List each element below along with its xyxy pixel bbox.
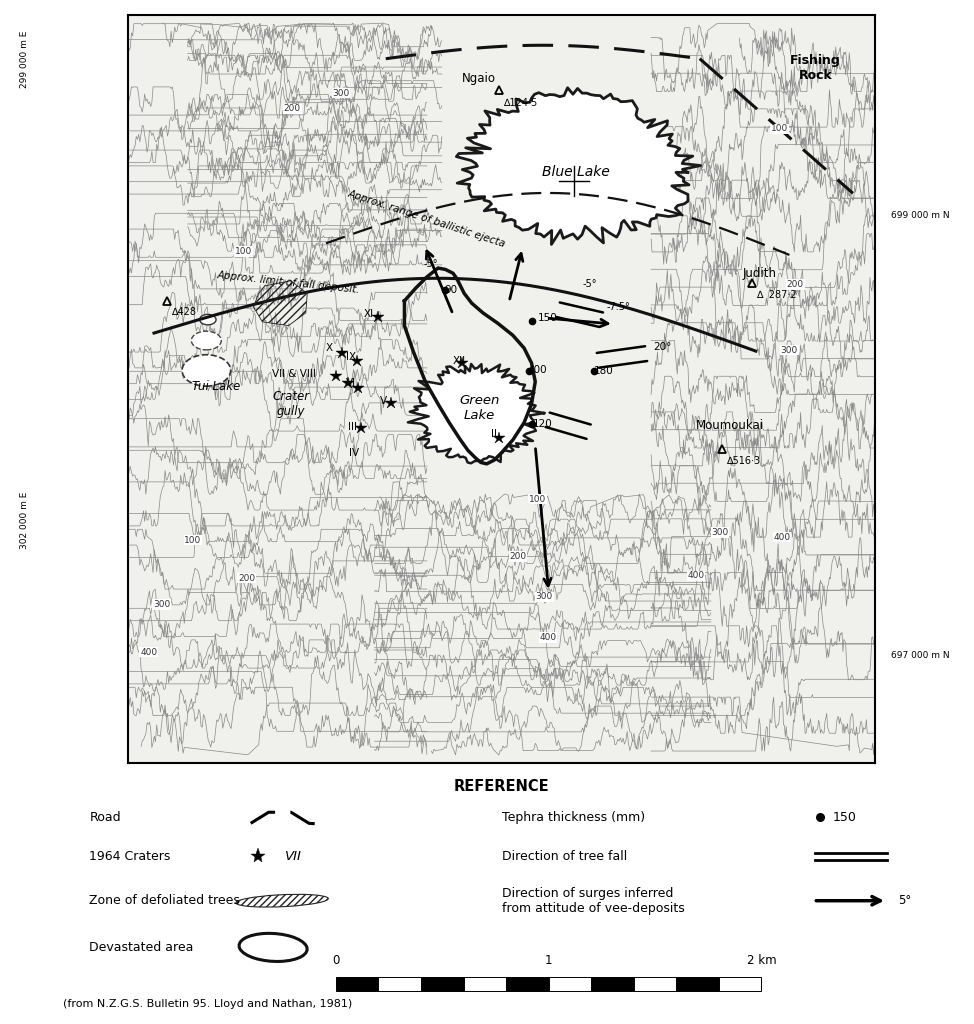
Text: 100: 100: [184, 536, 202, 545]
Text: Fishing
Rock: Fishing Rock: [790, 53, 841, 82]
Bar: [464, 977, 506, 991]
Text: II: II: [491, 429, 497, 439]
Text: 200: 200: [283, 104, 301, 114]
Text: 400: 400: [528, 366, 547, 376]
Text: X: X: [326, 343, 333, 353]
Text: 200: 200: [239, 573, 255, 583]
Text: 150: 150: [833, 811, 857, 823]
Text: Ngaio: Ngaio: [463, 73, 496, 85]
Text: ∆  287·2: ∆ 287·2: [756, 291, 797, 300]
Bar: [719, 977, 762, 991]
Bar: [591, 977, 634, 991]
Text: VI: VI: [346, 378, 356, 388]
Text: IX: IX: [346, 352, 356, 361]
Text: VII & VIII: VII & VIII: [272, 370, 316, 379]
Text: 200: 200: [787, 280, 804, 289]
Text: Crater
gully: Crater gully: [273, 390, 310, 418]
Text: 400: 400: [773, 532, 791, 542]
Text: 90: 90: [444, 286, 458, 296]
Text: Road: Road: [90, 811, 121, 823]
Bar: [676, 977, 719, 991]
Bar: [378, 977, 421, 991]
Text: IV: IV: [349, 449, 358, 459]
Text: 5°: 5°: [899, 894, 912, 907]
Text: -7.5°: -7.5°: [607, 302, 630, 312]
Text: Moumoukai: Moumoukai: [695, 419, 764, 431]
Text: Tui Lake: Tui Lake: [192, 380, 241, 393]
Text: XI: XI: [363, 309, 374, 319]
Text: (from N.Z.G.S. Bulletin 95. Lloyd and Nathan, 1981): (from N.Z.G.S. Bulletin 95. Lloyd and Na…: [62, 999, 352, 1010]
Text: Direction of surges inferred
from attitude of vee-deposits: Direction of surges inferred from attitu…: [502, 887, 685, 914]
Text: V: V: [380, 396, 387, 407]
Text: 1: 1: [544, 953, 552, 967]
Text: -5°: -5°: [582, 280, 597, 290]
Text: 400: 400: [140, 648, 158, 656]
Ellipse shape: [191, 331, 221, 350]
Text: 100: 100: [529, 495, 546, 504]
Text: 699 000 m N: 699 000 m N: [891, 211, 950, 219]
Text: 299 000 m E: 299 000 m E: [19, 31, 29, 88]
Text: 180: 180: [593, 367, 614, 376]
Text: 200: 200: [509, 552, 527, 561]
Text: REFERENCE: REFERENCE: [454, 779, 549, 794]
Text: Approx. limit of fall deposit.: Approx. limit of fall deposit.: [216, 270, 360, 296]
Text: Devastated area: Devastated area: [90, 941, 194, 954]
Text: 120: 120: [533, 419, 552, 429]
Text: 150: 150: [538, 313, 558, 324]
Text: -5°: -5°: [424, 258, 438, 268]
Text: Direction of tree fall: Direction of tree fall: [502, 850, 627, 863]
Text: 20°: 20°: [654, 342, 671, 352]
Text: 697 000 m N: 697 000 m N: [891, 651, 950, 659]
Text: Tephra thickness (mm): Tephra thickness (mm): [502, 811, 645, 823]
Text: 300: 300: [781, 346, 798, 354]
Text: ∆516·3: ∆516·3: [726, 457, 760, 466]
Text: 300: 300: [711, 528, 729, 538]
Text: 1964 Craters: 1964 Craters: [90, 850, 170, 863]
Text: 2 km: 2 km: [747, 953, 776, 967]
Bar: [336, 977, 378, 991]
Text: 300: 300: [153, 600, 170, 609]
Text: Green
Lake: Green Lake: [459, 394, 500, 422]
Text: Zone of defoliated trees: Zone of defoliated trees: [90, 894, 241, 907]
Bar: [548, 977, 591, 991]
Bar: [421, 977, 464, 991]
Text: ∆124·5: ∆124·5: [504, 97, 538, 108]
Ellipse shape: [200, 314, 216, 325]
Text: XII: XII: [453, 355, 466, 366]
Text: 100: 100: [771, 125, 788, 133]
Bar: [634, 977, 676, 991]
Text: Blue Lake: Blue Lake: [543, 165, 611, 179]
Text: 300: 300: [536, 593, 553, 601]
Polygon shape: [457, 88, 700, 245]
Text: III: III: [348, 422, 356, 432]
Bar: [506, 977, 548, 991]
Text: Approx. range of ballistic ejecta: Approx. range of ballistic ejecta: [347, 188, 507, 249]
Text: Judith: Judith: [742, 267, 776, 280]
Text: 300: 300: [332, 89, 350, 97]
Text: 100: 100: [235, 247, 252, 256]
Text: 0: 0: [332, 953, 340, 967]
Text: 400: 400: [688, 571, 704, 581]
Ellipse shape: [182, 354, 231, 386]
Text: 302 000 m E: 302 000 m E: [19, 492, 29, 549]
Text: ∆428: ∆428: [171, 307, 196, 316]
Text: VII: VII: [284, 850, 302, 863]
Polygon shape: [408, 364, 544, 463]
Text: 400: 400: [540, 633, 556, 642]
